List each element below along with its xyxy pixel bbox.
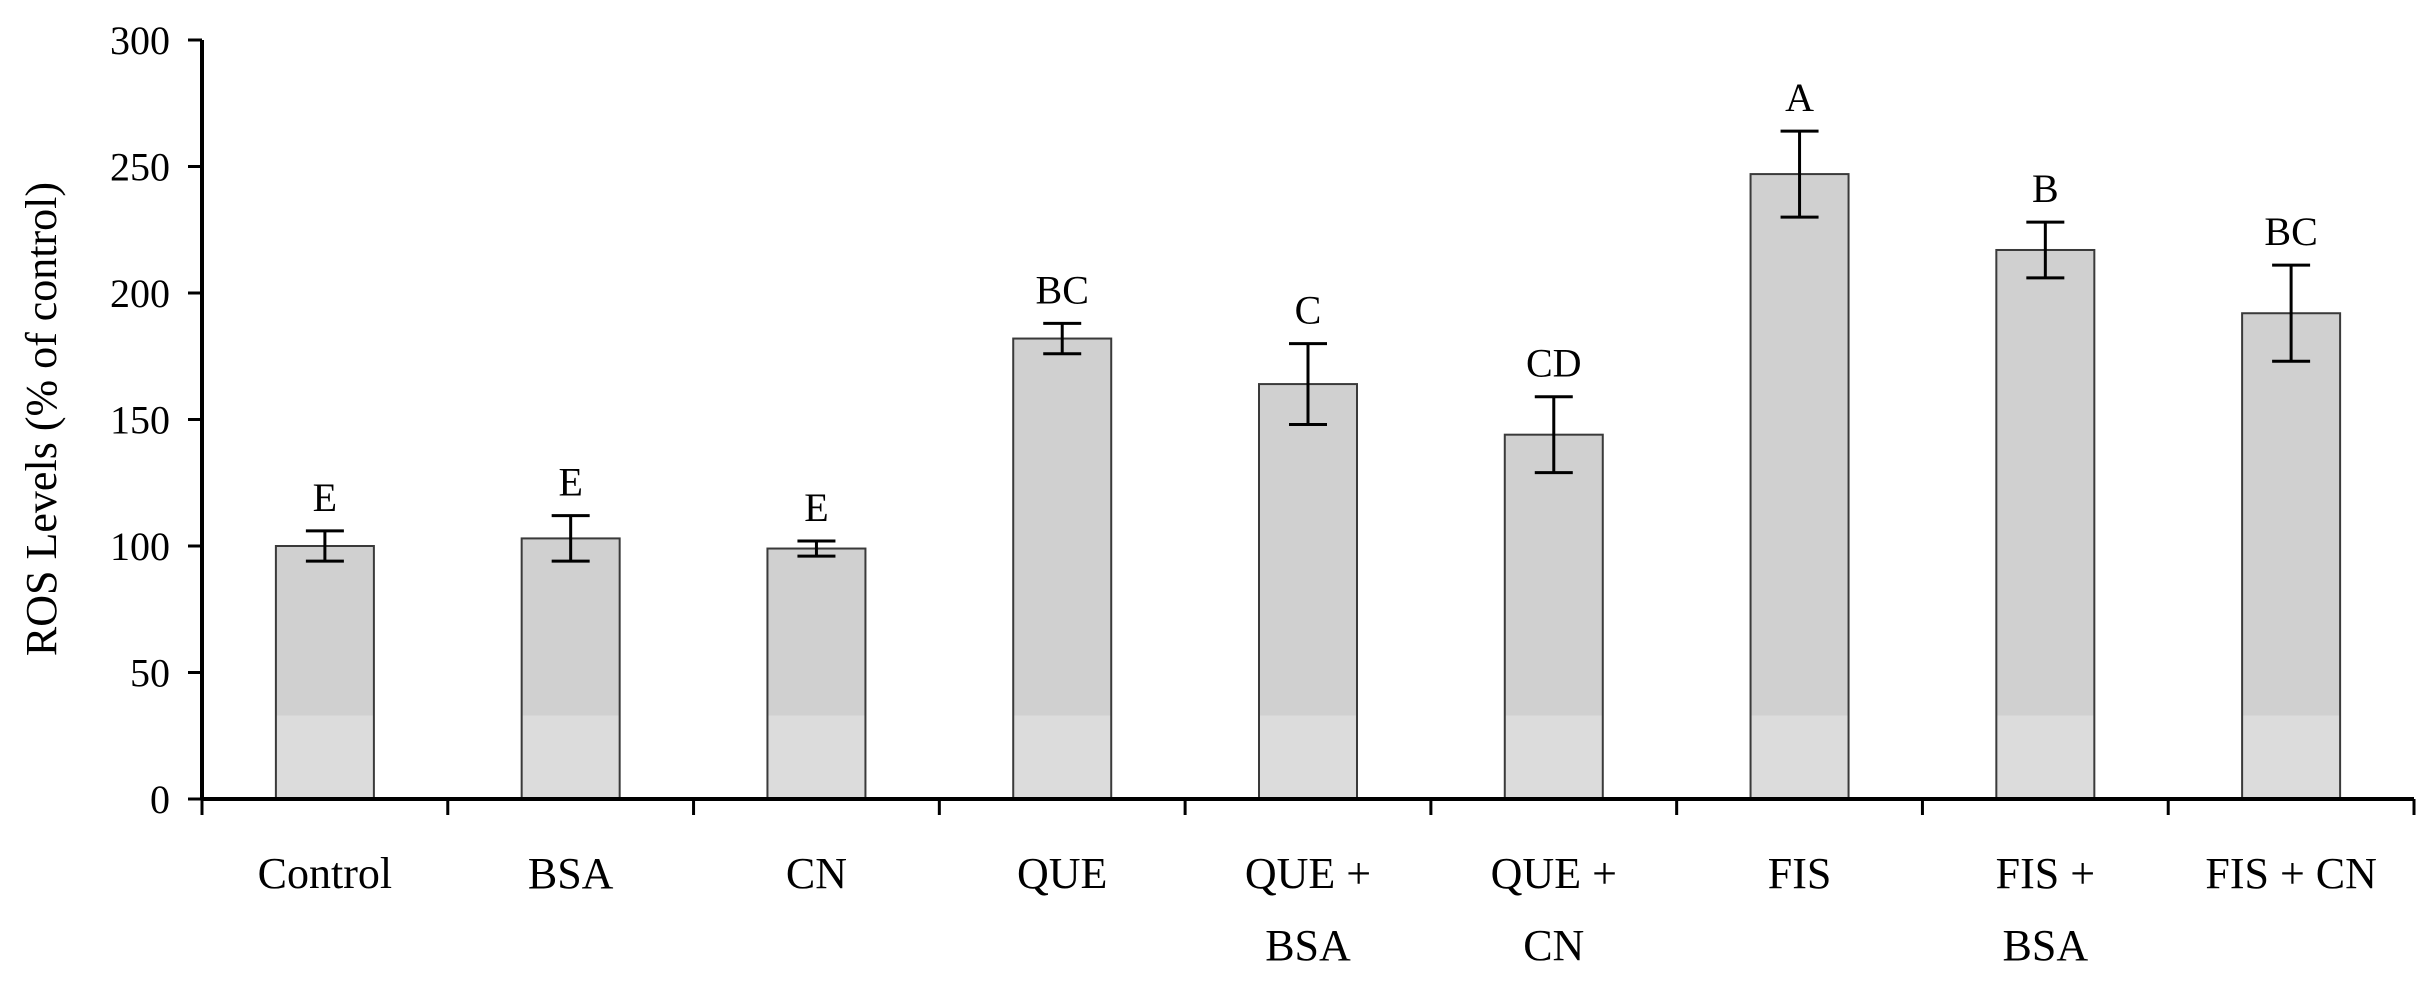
bar-lower-band [1013,715,1112,799]
x-tick-label: FIS + CN [2205,849,2377,898]
ticks-layer: 0 50 100 150 200 250 300 [110,18,2416,822]
bar-lower-band [1750,715,1849,799]
x-tick-label: BSA [2003,921,2089,970]
x-tick-label: FIS + [1996,849,2095,898]
bar [1750,174,1849,716]
bar-lower-band [2242,715,2341,799]
y-tick-label: 0 [150,777,170,822]
bar [767,548,866,716]
x-tick-label: BSA [528,849,614,898]
x-tick-label: FIS [1768,849,1832,898]
bar-lower-band [275,715,374,799]
bar-group [1012,321,1113,800]
bar-lower-band [1996,715,2095,799]
x-tick-label: QUE + [1245,849,1371,898]
significance-label: B [2032,166,2059,211]
bar-group [1995,220,2096,801]
bar-group [2241,263,2342,800]
significance-label: BC [1036,267,1089,312]
y-tick-label: 300 [110,18,170,63]
significance-label: A [1785,75,1814,120]
labels-layer: E Control E BSA E CN BC QUE C QUE + BSA CD QUE + CN A F… [258,75,2377,970]
bar-group [1258,342,1358,800]
x-tick-label: CN [1523,921,1584,970]
x-tick-label: QUE [1017,849,1107,898]
bar [2242,313,2341,716]
bar [1504,434,1603,716]
bar-group [1503,395,1604,800]
bar-lower-band [1259,715,1357,799]
significance-label: E [313,475,337,520]
bar-group [520,514,621,800]
significance-label: CD [1526,341,1582,386]
significance-label: E [558,460,582,505]
y-tick-label: 150 [110,398,170,443]
bar-lower-band [1504,715,1603,799]
bar [1259,384,1357,716]
significance-label: C [1295,288,1322,333]
y-tick-label: 100 [110,524,170,569]
bar-lower-band [767,715,866,799]
significance-label: BC [2264,209,2317,254]
bars-layer [274,129,2342,801]
bar [275,546,374,716]
y-tick-label: 50 [130,651,170,696]
bar-group [766,539,867,801]
x-tick-label: QUE + [1491,849,1617,898]
significance-label: E [804,485,828,530]
bar-lower-band [521,715,620,799]
bar [521,538,620,716]
bar-group [1749,129,1850,800]
y-axis-label: ROS Levels (% of control) [17,182,66,656]
x-tick-label: BSA [1265,921,1351,970]
bar [1996,249,2095,716]
y-tick-label: 200 [110,271,170,316]
bar [1013,338,1112,716]
x-tick-label: CN [786,849,847,898]
x-tick-label: Control [258,849,392,898]
bar-group [274,529,375,800]
y-tick-label: 250 [110,145,170,190]
